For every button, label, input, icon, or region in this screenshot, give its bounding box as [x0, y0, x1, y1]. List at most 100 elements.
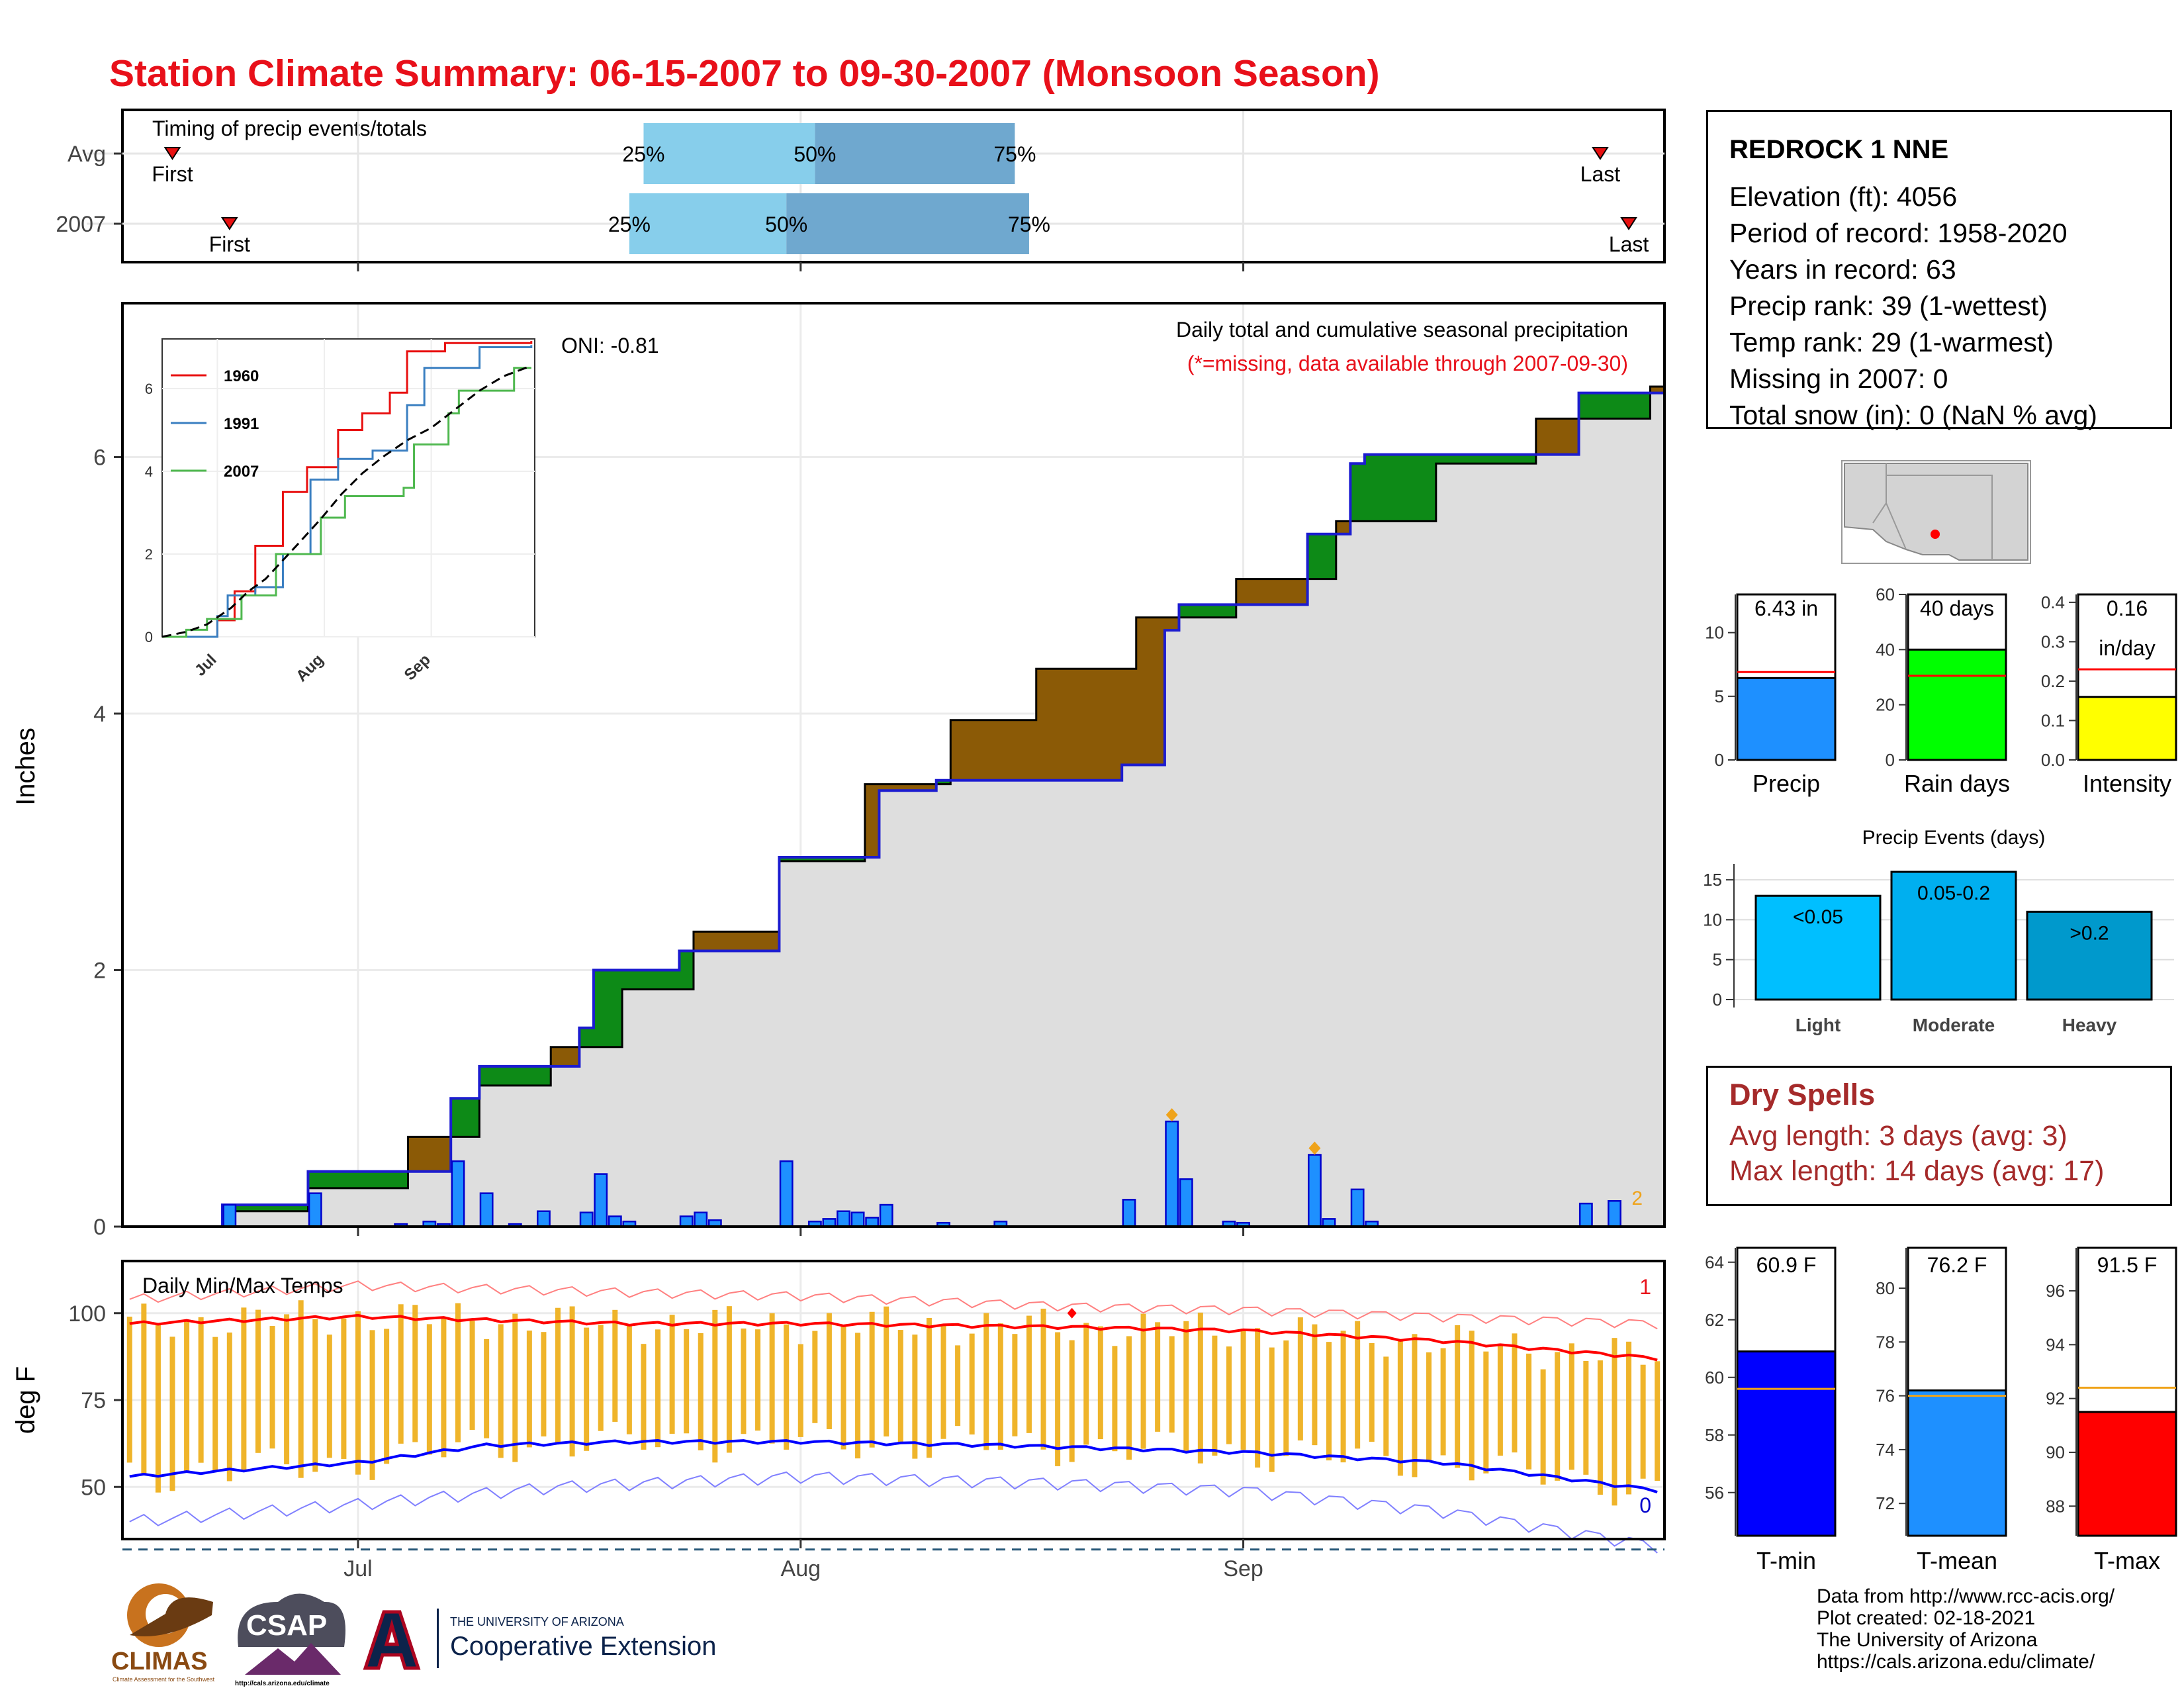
- temp-range-bar: [1526, 1353, 1532, 1470]
- temp-summary-tick-label: 88: [2046, 1496, 2065, 1516]
- temp-range-bar: [498, 1324, 504, 1458]
- temp-range-bar: [412, 1305, 418, 1442]
- summary-bar-value-label: 0.16: [2107, 596, 2148, 620]
- temp-range-bar: [884, 1306, 889, 1437]
- ua-small: THE UNIVERSITY OF ARIZONA: [450, 1615, 624, 1628]
- daily-precip-bar: [1308, 1154, 1322, 1228]
- precip-ytick-label: 4: [93, 702, 106, 727]
- temp-range-bar: [1083, 1323, 1089, 1445]
- temp-range-bar: [1326, 1342, 1332, 1461]
- temp-range-bar: [141, 1303, 147, 1476]
- temp-range-bar: [1197, 1312, 1203, 1464]
- temp-range-bar: [1612, 1338, 1617, 1506]
- temp-range-bar: [983, 1313, 989, 1450]
- temp-range-bar: [1483, 1351, 1489, 1474]
- events-bar-label: 0.05-0.2: [1917, 882, 1990, 904]
- csap-cloud: [238, 1593, 345, 1647]
- precip-ylabel: Inches: [11, 727, 40, 806]
- daily-precip-bar: [1608, 1200, 1621, 1228]
- csap-mountains: [245, 1643, 341, 1675]
- temp-range-bar: [926, 1317, 932, 1458]
- temp-range-bar: [584, 1327, 590, 1451]
- temp-range-bar: [1355, 1321, 1361, 1449]
- temp-summary-tick-label: 72: [1876, 1493, 1895, 1513]
- precip-ytick-label: 6: [93, 445, 106, 471]
- temp-range-bar: [1512, 1333, 1518, 1453]
- temp-range-bar: [1540, 1369, 1546, 1485]
- inset-ytick-label: 2: [145, 546, 153, 563]
- temp-summary-tick-label: 56: [1705, 1483, 1724, 1503]
- temp-range-bar: [255, 1309, 261, 1453]
- temp-range-bar: [1397, 1338, 1403, 1476]
- temp-summary-tick-label: 58: [1705, 1425, 1724, 1445]
- temp-range-bar: [755, 1329, 761, 1431]
- temp-range-bar: [1169, 1336, 1175, 1433]
- temp-range-bar: [298, 1300, 304, 1478]
- timing-bar-q1: [629, 193, 787, 254]
- temp-range-bar: [841, 1325, 846, 1450]
- temp-range-bar: [1255, 1328, 1261, 1468]
- daily-precip-bar: [308, 1192, 322, 1228]
- daily-precip-bar: [451, 1160, 465, 1228]
- precip-subtitle: Daily total and cumulative seasonal prec…: [1176, 318, 1628, 342]
- events-bar-label: >0.2: [2070, 922, 2109, 944]
- daily-precip-bar: [850, 1211, 865, 1228]
- summary-tick-label: 40: [1876, 639, 1895, 659]
- temp-range-bar: [1469, 1331, 1475, 1481]
- climas-subtitle: Climate Assessment for the Southwest: [113, 1676, 215, 1683]
- temp-range-bar: [541, 1332, 547, 1436]
- map-state-border: [1872, 463, 1993, 560]
- temp-range-bar: [484, 1338, 490, 1438]
- temp-range-bar: [812, 1331, 818, 1423]
- credits: Data from http://www.rcc-acis.org/ Plot …: [1817, 1585, 2115, 1673]
- temp-range-bar: [326, 1335, 332, 1458]
- events-category-label: Light: [1796, 1015, 1841, 1035]
- record-high-line: [129, 1280, 1658, 1330]
- inset-frame: [161, 338, 535, 637]
- inset-ytick-label: 6: [145, 381, 153, 397]
- temp-range-bar: [1455, 1325, 1461, 1468]
- timing-last-label: Last: [1580, 162, 1621, 186]
- inset-legend-label: 1991: [224, 415, 259, 433]
- temp-range-bar: [284, 1314, 290, 1465]
- temp-summary-value-label: 76.2 F: [1927, 1253, 1987, 1277]
- temp-summary-tick-label: 78: [1876, 1332, 1895, 1352]
- summary-bar-value-label: 6.43 in: [1754, 596, 1818, 620]
- temp-range-bar: [312, 1319, 318, 1472]
- csap-name: CSAP: [246, 1609, 327, 1642]
- precip-panel-border: [121, 302, 1666, 1228]
- temp-range-bar: [1597, 1360, 1603, 1495]
- temp-range-bar: [1626, 1341, 1632, 1495]
- temp-summary-tick-label: 62: [1705, 1310, 1724, 1330]
- credit-line: Plot created: 02-18-2021: [1817, 1607, 2036, 1629]
- timing-last-marker: [1592, 147, 1609, 160]
- timing-bar-q1: [643, 123, 815, 184]
- temp-range-bar: [341, 1318, 347, 1459]
- temp-range-bar: [1140, 1313, 1146, 1449]
- csap-logo: CSAP http://cals.arizona.edu/climate: [235, 1593, 345, 1687]
- timing-p75: 75%: [993, 142, 1036, 166]
- station-marker: [1931, 530, 1940, 539]
- temp-summary-value: [1736, 1350, 1837, 1537]
- summary-bar-value-unit: in/day: [2099, 636, 2155, 660]
- cumulative-2007-line: [122, 391, 1664, 1228]
- timing-first-marker: [220, 217, 238, 230]
- temp-range-bar: [769, 1313, 775, 1444]
- temp-range-bar: [1640, 1364, 1646, 1479]
- summary-tick-label: 0.4: [2041, 592, 2065, 612]
- inset-ytick-label: 4: [145, 463, 153, 480]
- date-axis-label: Aug: [781, 1556, 821, 1581]
- temp-range-bar: [826, 1313, 832, 1429]
- station-line-temp-rank: Temp rank: 29 (1-warmest): [1729, 327, 2054, 357]
- dry-spells-avg: Avg length: 3 days (avg: 3): [1729, 1120, 2068, 1152]
- temp-range-bar: [1383, 1356, 1389, 1456]
- temp-range-bar: [555, 1307, 561, 1444]
- summary-bar-label: Intensity: [2083, 770, 2171, 797]
- summary-bar-value: [2077, 696, 2177, 761]
- inset-avg-line: [161, 365, 532, 638]
- events-tick-label: 5: [1713, 950, 1722, 970]
- ua-big: Cooperative Extension: [450, 1632, 716, 1661]
- station-line-snow: Total snow (in): 0 (NaN % avg): [1729, 400, 2097, 430]
- temp-range-bar: [1240, 1329, 1246, 1450]
- timing-first-label: First: [209, 232, 250, 256]
